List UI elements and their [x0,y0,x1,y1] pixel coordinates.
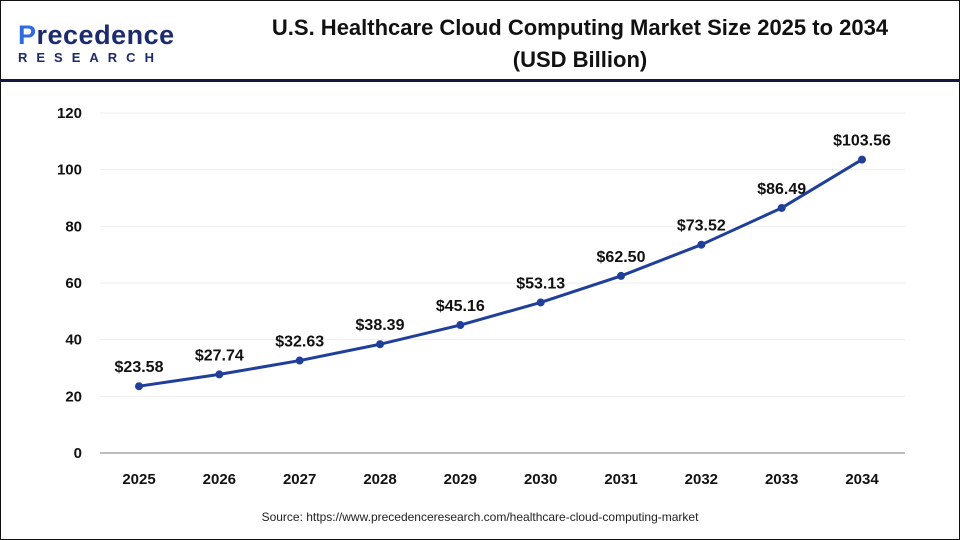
y-tick-label: 20 [65,388,82,405]
x-tick-label: 2029 [444,471,477,488]
y-tick-label: 100 [57,162,82,179]
data-label: $62.50 [597,249,646,266]
x-tick-label: 2034 [845,471,879,488]
chart-title: U.S. Healthcare Cloud Computing Market S… [200,12,960,76]
data-point [617,271,625,280]
data-label: $32.63 [275,334,324,351]
x-tick-label: 2031 [604,471,637,488]
data-label: $27.74 [195,347,244,364]
data-label: $53.13 [516,275,565,292]
data-label: $45.16 [436,298,485,315]
y-tick-label: 120 [57,105,82,122]
data-point [536,298,545,307]
source-note: Source: https://www.precedenceresearch.c… [261,510,699,524]
header-divider [0,79,960,82]
data-point [135,382,143,391]
data-point [456,321,465,330]
x-tick-label: 2030 [524,471,557,488]
data-point [295,356,304,365]
logo-subtitle: RESEARCH [18,50,163,65]
y-tick-label: 40 [65,332,82,349]
data-point [376,340,384,349]
logo-wordmark: Precedence [18,20,175,50]
data-point [697,240,706,249]
data-point [215,370,224,379]
x-tick-label: 2026 [203,471,236,488]
chart-title-line1: U.S. Healthcare Cloud Computing Market S… [271,15,889,40]
data-label: $86.49 [757,181,806,198]
x-tick-label: 2033 [765,471,798,488]
x-tick-label: 2028 [363,471,396,488]
data-label: $23.58 [115,359,164,376]
precedence-research-logo: Precedence RESEARCH [18,20,175,66]
x-tick-label: 2025 [122,471,155,488]
data-point [777,203,786,212]
chart-title-line2: (USD Billion) [512,47,648,72]
x-tick-label: 2032 [685,471,718,488]
x-tick-label: 2027 [283,471,316,488]
data-label: $38.39 [356,317,405,334]
y-tick-label: 80 [65,218,82,235]
data-label: $103.56 [833,133,891,150]
series-line [138,158,863,388]
y-tick-label: 60 [65,275,82,292]
data-point [858,155,866,164]
data-label: $73.52 [677,218,726,235]
y-tick-label: 0 [74,445,82,462]
